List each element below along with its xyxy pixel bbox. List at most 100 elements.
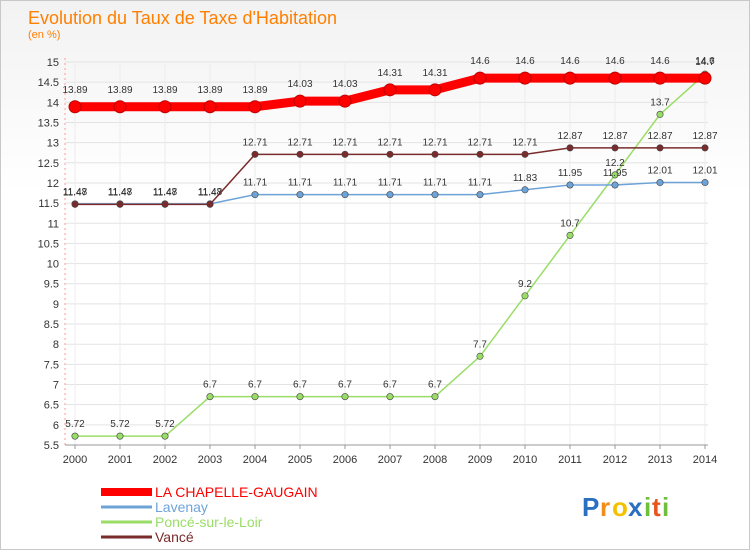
data-point xyxy=(476,191,484,199)
data-label: 11.71 xyxy=(468,178,493,189)
data-label: 11.47 xyxy=(198,187,223,198)
data-point xyxy=(656,110,664,118)
data-point xyxy=(608,71,622,85)
logo-letter: i xyxy=(662,492,669,522)
data-label: 12.01 xyxy=(692,166,717,177)
y-tick-label: 11.5 xyxy=(38,198,59,210)
data-label: 12.87 xyxy=(602,131,627,142)
data-label: 6.7 xyxy=(248,380,262,391)
data-point xyxy=(563,71,577,85)
data-label: 14.6 xyxy=(470,56,490,67)
data-label: 14.6 xyxy=(605,56,625,67)
data-point xyxy=(203,100,217,114)
axes: 5.5 6 6.5 7 7.5 8 8.5 9 9.5 10 10.5 11 11.5 12 12.5 13 1… xyxy=(38,57,718,466)
data-point xyxy=(116,200,124,208)
y-tick-label: 10.5 xyxy=(38,238,59,250)
data-point xyxy=(518,71,532,85)
data-label: 11.47 xyxy=(108,187,133,198)
data-label: 12.87 xyxy=(692,131,717,142)
data-label: 5.72 xyxy=(110,419,130,430)
data-point xyxy=(383,83,397,97)
logo-letter: o xyxy=(612,492,628,522)
data-label: 12.87 xyxy=(557,131,582,142)
data-point xyxy=(521,292,529,300)
data-label: 6.7 xyxy=(338,380,352,391)
x-tick-label: 2005 xyxy=(288,454,312,466)
data-label: 5.72 xyxy=(155,419,175,430)
data-point xyxy=(161,432,169,440)
data-point xyxy=(338,94,352,108)
data-point xyxy=(248,100,262,114)
data-point xyxy=(521,186,529,194)
data-point xyxy=(386,393,394,401)
data-label: 11.71 xyxy=(378,178,403,189)
y-tick-label: 13.5 xyxy=(38,117,59,129)
data-label: 10.7 xyxy=(560,218,580,229)
data-label: 11.83 xyxy=(513,173,538,184)
logo-letter: r xyxy=(600,492,610,522)
x-tick-label: 2007 xyxy=(378,454,402,466)
data-label: 12.71 xyxy=(242,137,267,148)
data-point xyxy=(431,393,439,401)
data-point xyxy=(341,150,349,158)
series-3: 11.47 11.47 11.47 11.47 12.71 12.71 12.71 12.71… xyxy=(63,131,718,208)
y-tick-label: 9 xyxy=(53,299,59,311)
y-tick-label: 8 xyxy=(53,339,59,351)
data-label: 11.71 xyxy=(288,178,313,189)
data-point xyxy=(698,71,712,85)
series-2: 5.72 5.72 5.72 6.7 6.7 6.7 6.7 6.7 6.7 7.7 9.2 10.7… xyxy=(65,57,715,440)
logo-letter: i xyxy=(644,492,651,522)
data-label: 11.95 xyxy=(558,168,583,179)
data-label: 14.6 xyxy=(650,56,670,67)
data-point xyxy=(611,181,619,189)
y-tick-label: 12 xyxy=(47,178,59,190)
data-label: 11.48 xyxy=(108,187,133,198)
y-tick-label: 8.5 xyxy=(44,319,59,331)
legend: LA CHAPELLE-GAUGAINLavenayPoncé-sur-le-L… xyxy=(101,484,318,545)
data-label: 11.47 xyxy=(153,187,178,198)
y-tick-label: 10 xyxy=(47,259,59,271)
data-point xyxy=(68,100,82,114)
data-label: 12.71 xyxy=(467,137,492,148)
data-point xyxy=(296,150,304,158)
data-point xyxy=(206,393,214,401)
data-label: 11.48 xyxy=(63,187,88,198)
x-tick-label: 2002 xyxy=(153,454,177,466)
x-tick-label: 2011 xyxy=(558,454,582,466)
x-tick-label: 2004 xyxy=(243,454,267,466)
x-tick-label: 2000 xyxy=(63,454,87,466)
logo-letter: P xyxy=(582,492,599,522)
data-label: 12.87 xyxy=(647,131,672,142)
data-point xyxy=(113,100,127,114)
data-label: 11.48 xyxy=(198,187,223,198)
data-point xyxy=(566,181,574,189)
data-label: 12.2 xyxy=(605,158,625,169)
data-label: 13.89 xyxy=(62,85,87,96)
data-point xyxy=(653,71,667,85)
data-point xyxy=(701,179,709,187)
data-label: 6.7 xyxy=(383,380,397,391)
data-point xyxy=(206,200,214,208)
data-point xyxy=(476,352,484,360)
data-point xyxy=(428,83,442,97)
data-point xyxy=(341,393,349,401)
data-point xyxy=(296,393,304,401)
y-tick-label: 12.5 xyxy=(38,158,59,170)
y-tick-label: 6 xyxy=(53,420,59,432)
data-point xyxy=(566,144,574,152)
data-point xyxy=(158,100,172,114)
legend-label: Lavenay xyxy=(155,499,208,515)
data-point xyxy=(566,231,574,239)
data-label: 12.71 xyxy=(422,137,447,148)
x-tick-label: 2003 xyxy=(198,454,222,466)
y-tick-label: 7 xyxy=(53,380,59,392)
data-label: 11.47 xyxy=(63,187,88,198)
data-label: 6.7 xyxy=(203,380,217,391)
data-label: 13.89 xyxy=(242,85,267,96)
y-tick-label: 13 xyxy=(47,138,59,150)
x-tick-label: 2001 xyxy=(108,454,132,466)
data-label: 14.31 xyxy=(377,68,402,79)
data-label: 13.7 xyxy=(650,97,670,108)
y-tick-label: 14 xyxy=(47,97,59,109)
